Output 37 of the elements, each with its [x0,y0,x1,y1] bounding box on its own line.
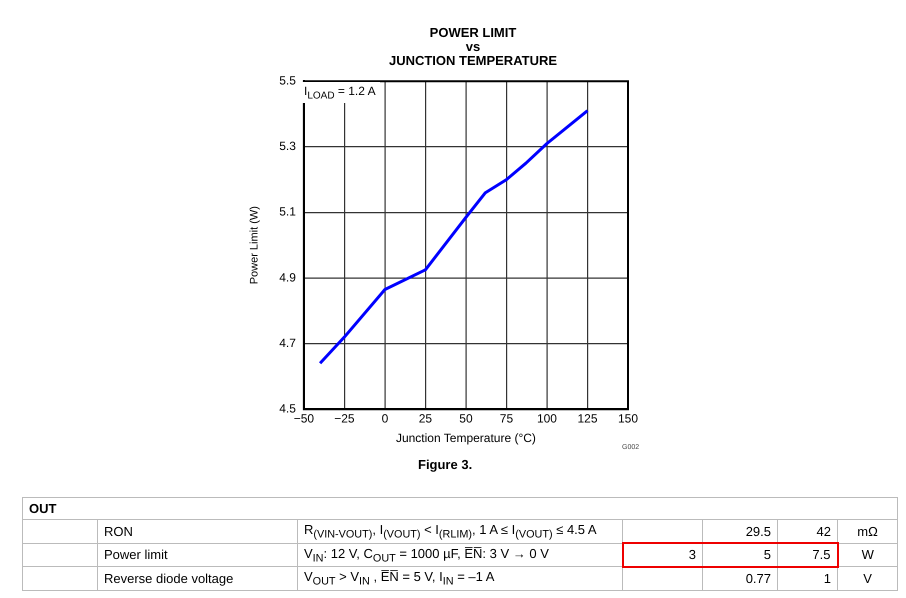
text: 29.5 [702,520,778,544]
text: Power limit [98,543,298,567]
text: 3 [622,543,702,567]
y-axis-title: Power Limit (W) [248,206,261,284]
y-tick-label: 5.5 [279,74,296,88]
text: R$_{(VIN-VOUT)}$, I$_{(VOUT)}$ < I$_{(RLIM)}$, 1 A ≤ I$_{(VOUT)}$ ≤ 4.5 A [304,522,597,541]
x-tick-label: 100 [536,412,558,426]
text: RON [98,520,298,544]
x-tick-label: 125 [577,412,598,426]
x-tick-label: 75 [500,412,514,426]
x-tick-label: −50 [294,412,314,426]
y-tick-label: 5.1 [279,204,296,219]
x-tick-label: 150 [618,412,638,426]
text: mΩ [838,520,898,544]
text: 1 [778,566,838,590]
annotation: I$_{LOAD}$ = 1.2 A [300,82,380,104]
text: V$_{IN}$: 12 V, C$_{OUT}$ = 1000 µF, E̅N̅: 3 V → 0 V [298,543,622,567]
chart-title: POWER LIMIT vs JUNCTION TEMPERATURE [388,25,558,68]
text: 7.5 [778,543,838,567]
text: 0.77 [702,566,778,590]
x-tick-label: 50 [459,412,473,426]
x-tick-label: −25 [334,412,355,426]
y-tick-label: 5.3 [279,139,296,154]
text: V$_{OUT}$ > V$_{IN}$ , E̅N̅ = 5 V, I$_{IN}$ = –1 A [298,566,622,590]
text: 42 [778,520,838,544]
text: W [838,543,898,567]
text: 5 [702,543,778,567]
x-tick-label: 0 [382,412,389,426]
caption: Figure 3. [418,457,472,472]
text: OUT [22,498,898,520]
y-tick-label: 4.7 [279,336,296,350]
text: V [838,566,898,590]
x-tick-label: 25 [418,412,432,426]
y-tick-label: 4.9 [279,270,296,284]
text: Reverse diode voltage [98,566,298,590]
x-axis-title: Junction Temperature (°C) [396,431,536,446]
y-tick-label: 4.5 [279,402,296,416]
